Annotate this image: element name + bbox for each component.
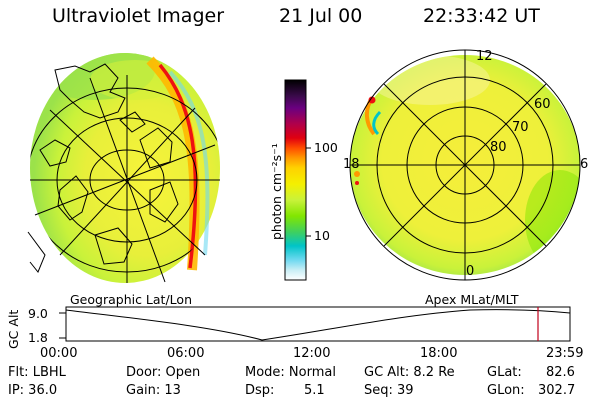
info-gain: Gain: 13	[126, 383, 181, 398]
left-emission-disc	[30, 53, 220, 283]
altitude-tick-1-8: 1.8	[28, 330, 48, 345]
lat-label-80: 80	[490, 140, 507, 155]
info-glon-label: GLon:	[487, 383, 525, 398]
info-dsp-value: 5.1	[304, 383, 325, 398]
right-panel-caption: Apex MLat/MLT	[425, 292, 519, 307]
mlt-label-18: 18	[343, 157, 360, 172]
lat-label-70: 70	[512, 120, 529, 135]
auroral-arc-core	[158, 63, 198, 269]
altitude-plot	[59, 306, 571, 342]
altitude-y-label: GC Alt	[6, 309, 21, 349]
lat-label-60: 60	[534, 97, 551, 112]
colorbar-tick-10: 10	[314, 228, 330, 243]
color-scale-bar	[284, 79, 311, 281]
colorbar-unit-label: photon cm⁻²s⁻¹	[269, 143, 284, 240]
info-dsp-label: Dsp:	[245, 383, 275, 398]
apex-polar-map	[349, 49, 581, 281]
info-glat-value: 82.6	[546, 365, 575, 380]
info-door: Door: Open	[126, 365, 201, 380]
mlt-label-12: 12	[476, 49, 493, 64]
apex-grid	[349, 49, 581, 281]
x-tick-1800: 18:00	[420, 346, 458, 361]
geographic-grid	[30, 75, 220, 283]
x-tick-0600: 06:00	[167, 346, 205, 361]
mlt-label-0: 0	[466, 264, 475, 279]
mlt-label-6: 6	[580, 157, 589, 172]
time-label: 22:33:42 UT	[423, 5, 540, 27]
colorbar-gradient	[284, 79, 307, 281]
info-glat-label: GLat:	[487, 365, 522, 380]
info-gc-alt: GC Alt: 8.2 Re	[364, 365, 455, 380]
left-panel-caption: Geographic Lat/Lon	[70, 292, 192, 307]
coastlines	[27, 63, 179, 273]
altitude-plot-frame	[65, 306, 571, 342]
app-title: Ultraviolet Imager	[52, 5, 225, 27]
info-glon-value: 302.7	[538, 383, 576, 398]
colorbar-tick-100: 100	[314, 140, 338, 155]
info-mode: Mode: Normal	[245, 365, 336, 380]
altitude-tick-9: 9.0	[28, 306, 48, 321]
info-ip: IP: 36.0	[8, 383, 58, 398]
date-label: 21 Jul 00	[279, 5, 363, 27]
info-filter: Flt: LBHL	[8, 365, 66, 380]
geographic-map	[27, 53, 220, 283]
auroral-spot-lower	[354, 171, 360, 177]
x-tick-0000: 00:00	[40, 346, 78, 361]
altitude-curve	[65, 309, 571, 341]
x-tick-1200: 12:00	[293, 346, 331, 361]
info-seq: Seq: 39	[364, 383, 414, 398]
x-tick-2359: 23:59	[546, 346, 584, 361]
